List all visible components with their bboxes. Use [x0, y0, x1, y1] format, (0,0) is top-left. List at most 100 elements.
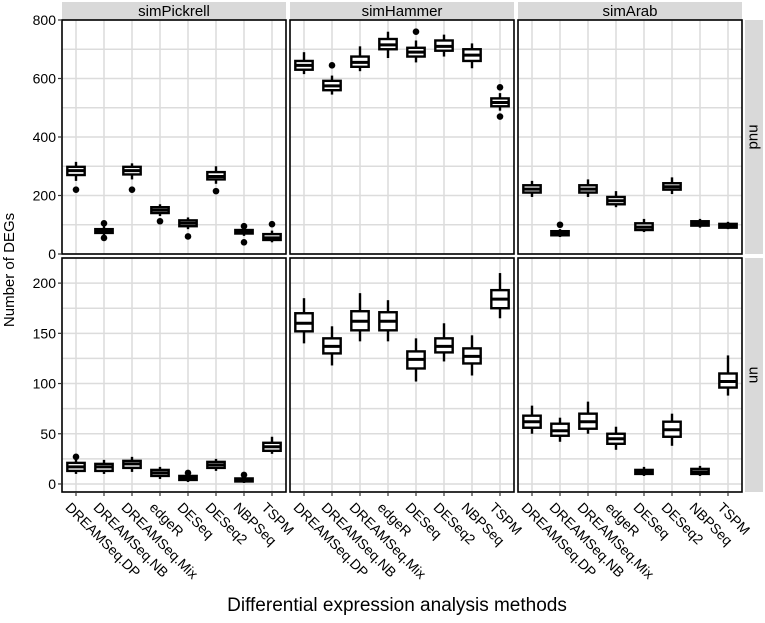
y-tick-label: 200 — [33, 275, 57, 291]
boxplot-NBPSeq — [690, 465, 710, 476]
boxplot-DREAMSeq.Mix — [122, 456, 142, 472]
boxplot-DREAMSeq.DP — [294, 298, 314, 344]
boxplot-TSPM — [262, 220, 282, 243]
facet-strip-simPickrell — [62, 2, 286, 20]
boxplot-DREAMSeq.DP — [66, 161, 86, 193]
box-outlier — [72, 453, 80, 461]
boxplot-NBPSeq — [234, 471, 254, 483]
panel-nud-simHammer — [289, 19, 515, 255]
facet-strip-label-nud: nud — [746, 124, 763, 149]
panel-nud-simArab — [517, 19, 743, 255]
panel-un-simArab — [517, 257, 743, 493]
facet-strip-simArab — [518, 2, 742, 20]
box-outlier — [156, 217, 164, 225]
boxplot-TSPM — [262, 436, 282, 454]
y-axis-un: 0 50 100 150 200 — [33, 275, 62, 492]
box-outlier — [328, 62, 336, 69]
y-axis-nud: 0 200 400 600 800 — [33, 12, 62, 262]
boxplot-DESeq2 — [206, 458, 226, 471]
boxplot-DESeq — [178, 217, 198, 240]
panel-un-simHammer — [289, 257, 515, 493]
boxplot-DESeq — [406, 338, 426, 382]
y-tick-label: 0 — [48, 246, 56, 262]
facet-strip-un — [745, 258, 763, 492]
boxplot-DREAMSeq.DP — [522, 405, 542, 434]
boxplot-DESeq2 — [434, 34, 454, 57]
y-tick-label: 50 — [40, 426, 56, 442]
boxplot-DREAMSeq.Mix — [350, 293, 370, 342]
box-outlier — [268, 220, 276, 228]
facet-strip-label-simHammer: simHammer — [362, 3, 443, 20]
y-tick-label: 400 — [33, 129, 57, 145]
y-axis-title: Number of DEGs — [1, 213, 18, 327]
boxplot-DREAMSeq.NB — [94, 459, 114, 474]
y-tick-label: 100 — [33, 376, 57, 392]
box-outlier — [212, 187, 220, 195]
box-outlier — [184, 469, 192, 477]
y-tick-label: 200 — [33, 188, 57, 204]
boxplot-DREAMSeq.DP — [66, 453, 86, 474]
boxplot-DREAMSeq.DP — [294, 52, 314, 75]
boxplot-NBPSeq — [234, 222, 254, 246]
y-tick-label: 150 — [33, 325, 57, 341]
boxplot-edgeR — [150, 204, 170, 225]
boxplot-NBPSeq — [462, 335, 482, 376]
boxplot-DREAMSeq.NB — [550, 221, 570, 238]
boxplot-edgeR — [378, 31, 398, 59]
boxplot-DREAMSeq.Mix — [350, 46, 370, 72]
panel-border — [517, 257, 743, 493]
panel-border — [289, 257, 515, 493]
panel-nud-simPickrell — [61, 19, 287, 255]
boxplot-DREAMSeq.NB — [322, 326, 342, 366]
box-outlier — [496, 113, 504, 120]
box-outlier — [240, 239, 248, 246]
box-outlier — [240, 471, 248, 479]
facet-strip-label-un: un — [746, 367, 763, 384]
boxplot-DREAMSeq.DP — [522, 180, 542, 197]
y-tick-label: 800 — [33, 12, 57, 28]
facet-strip-nud — [745, 20, 763, 254]
x-axis-simHammer: DREAMSeq.DPDREAMSeq.NBDREAMSeq.MixedgeRD… — [291, 492, 525, 582]
box-outlier — [184, 233, 192, 240]
facet-strip-label-simPickrell: simPickrell — [138, 3, 210, 20]
boxplot-TSPM — [490, 83, 510, 120]
boxplot-TSPM — [718, 221, 738, 230]
boxplot-DREAMSeq.Mix — [122, 163, 142, 193]
boxplot-DESeq2 — [206, 166, 226, 195]
boxplot-edgeR — [606, 426, 626, 450]
box-outlier — [100, 234, 108, 242]
boxplot-DESeq2 — [662, 177, 682, 195]
boxplot-DESeq — [178, 469, 198, 482]
box-outlier — [496, 83, 504, 91]
panel-border — [61, 257, 287, 493]
box-outlier — [240, 222, 248, 230]
boxplot-NBPSeq — [462, 43, 482, 69]
panel-border — [517, 19, 743, 255]
boxplot-NBPSeq — [690, 218, 710, 228]
box-outlier — [412, 28, 420, 35]
box-outlier — [556, 221, 564, 229]
boxplot-TSPM — [490, 273, 510, 319]
boxplot-TSPM — [718, 355, 738, 396]
box-outlier — [128, 186, 136, 193]
panel-un-simPickrell — [61, 257, 287, 493]
boxplot-edgeR — [378, 300, 398, 342]
boxplot-DESeq2 — [662, 413, 682, 446]
boxplot-DESeq — [634, 466, 654, 476]
boxplot-DREAMSeq.Mix — [578, 179, 598, 197]
x-axis-simPickrell: DREAMSeq.DPDREAMSeq.NBDREAMSeq.MixedgeRD… — [63, 492, 297, 582]
boxplot-DESeq — [634, 218, 654, 233]
boxplot-DREAMSeq.NB — [322, 62, 342, 95]
boxplot-edgeR — [606, 191, 626, 208]
y-tick-label: 0 — [48, 476, 56, 492]
boxplot-DESeq — [406, 28, 426, 63]
boxplot-DESeq2 — [434, 323, 454, 362]
x-axis-title: Differential expression analysis methods — [227, 595, 567, 616]
box-outlier — [100, 219, 108, 227]
x-axis-simArab: DREAMSeq.DPDREAMSeq.NBDREAMSeq.MixedgeRD… — [519, 492, 753, 582]
y-tick-label: 600 — [33, 71, 57, 87]
facet-strip-label-simArab: simArab — [602, 3, 657, 20]
facet-strip-simHammer — [290, 2, 514, 20]
boxplot-DREAMSeq.NB — [550, 417, 570, 442]
